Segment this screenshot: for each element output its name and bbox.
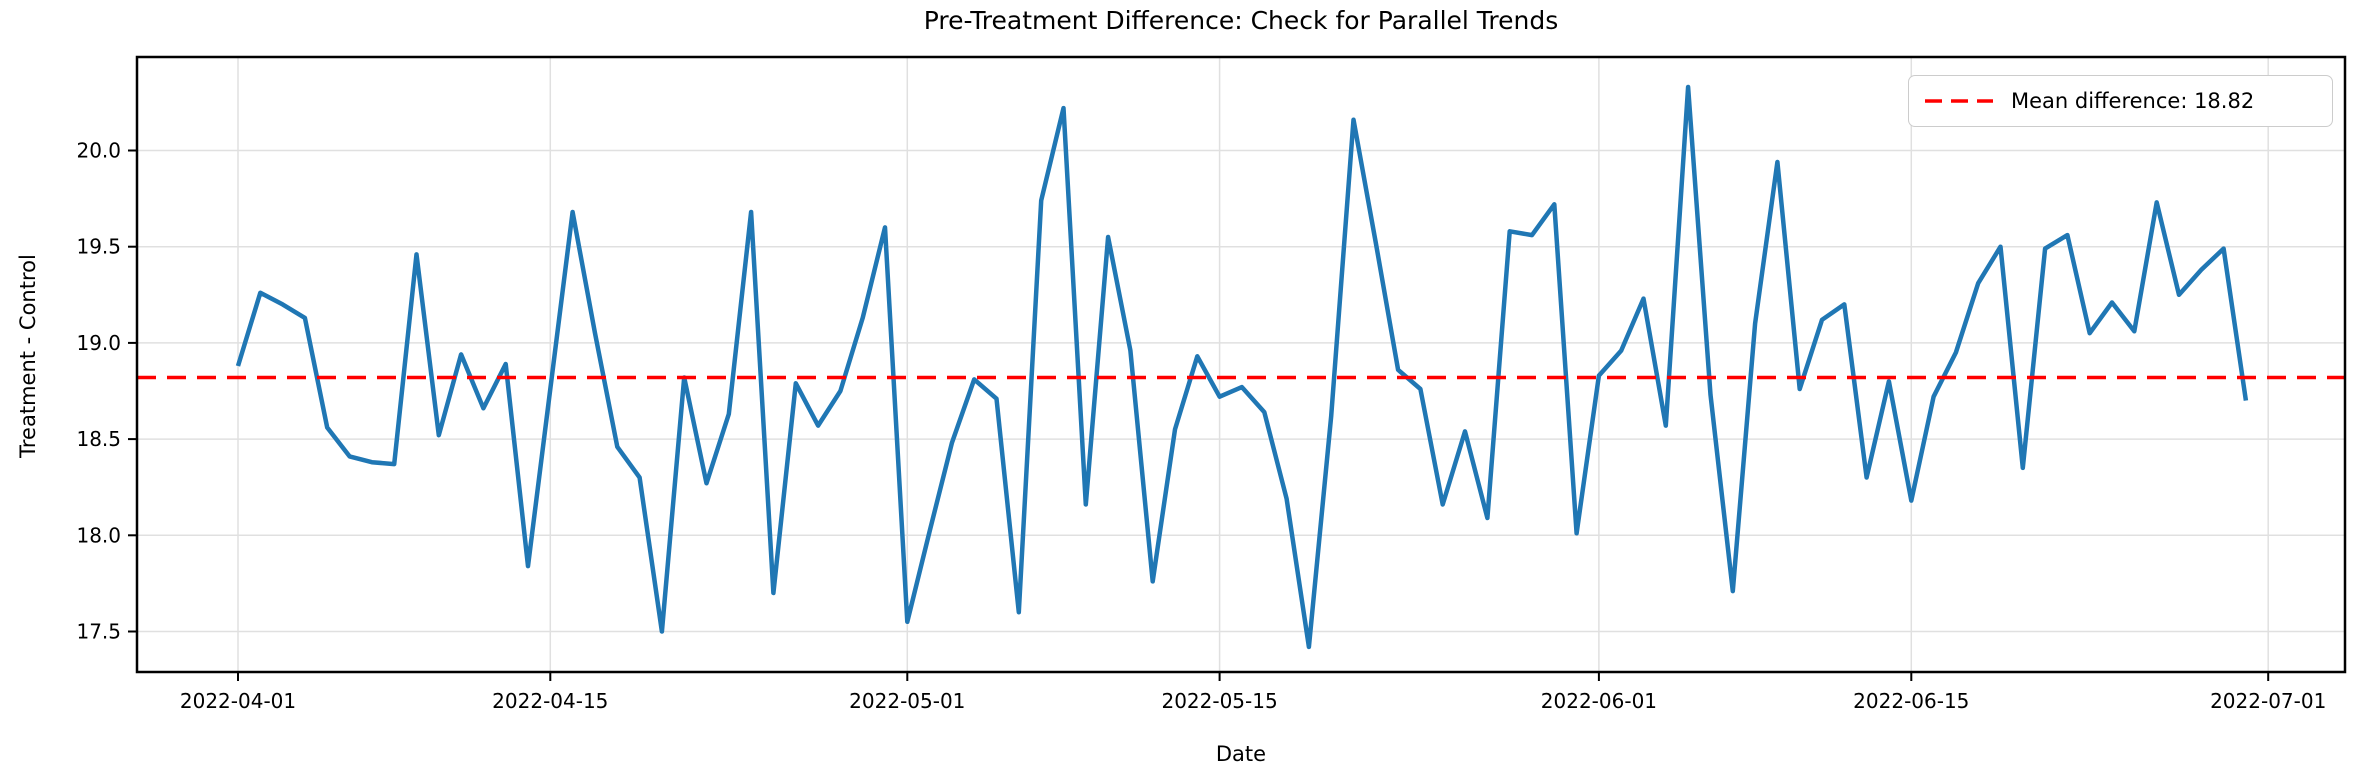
gridlines bbox=[137, 57, 2345, 672]
x-tick-label: 2022-04-01 bbox=[180, 689, 296, 713]
legend: Mean difference: 18.82 bbox=[1908, 75, 2333, 127]
y-axis-label: Treatment - Control bbox=[16, 254, 40, 458]
y-tick-label: 18.5 bbox=[76, 427, 121, 451]
x-tick-label: 2022-04-15 bbox=[492, 689, 608, 713]
y-tick-label: 19.5 bbox=[76, 235, 121, 259]
x-axis-label: Date bbox=[1215, 742, 1267, 766]
x-tick-label: 2022-05-01 bbox=[849, 689, 965, 713]
x-tick-label: 2022-06-15 bbox=[1853, 689, 1969, 713]
tick-marks bbox=[128, 149, 2270, 681]
legend-label: Mean difference: 18.82 bbox=[2011, 89, 2255, 113]
chart-title: Pre-Treatment Difference: Check for Para… bbox=[923, 6, 1559, 35]
tick-labels: 2022-04-01 2022-04-15 2022-05-01 2022-05-15… bbox=[76, 139, 2326, 714]
series-line bbox=[235, 84, 2249, 650]
y-tick-label: 18.0 bbox=[76, 523, 121, 547]
x-tick-label: 2022-07-01 bbox=[2210, 689, 2326, 713]
x-tick-label: 2022-05-15 bbox=[1161, 689, 1277, 713]
y-tick-label: 17.5 bbox=[76, 620, 121, 644]
plot-border bbox=[135, 55, 2347, 674]
x-tick-label: 2022-06-01 bbox=[1541, 689, 1657, 713]
legend-dash-icon bbox=[1925, 99, 1993, 103]
y-tick-label: 19.0 bbox=[76, 331, 121, 355]
y-tick-label: 20.0 bbox=[76, 139, 121, 163]
